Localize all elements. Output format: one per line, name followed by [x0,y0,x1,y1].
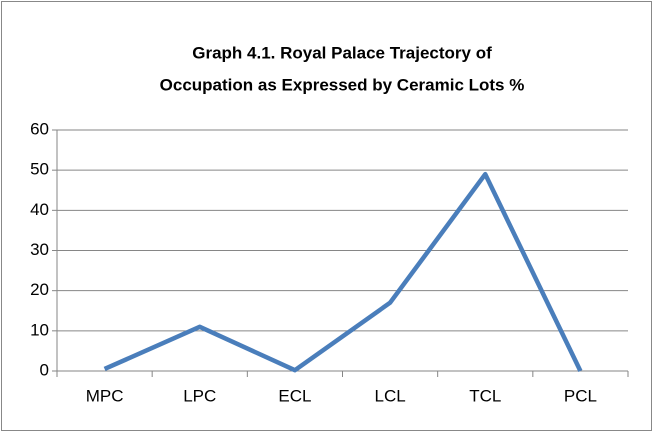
x-tick-label: TCL [469,386,501,405]
y-tick-label: 0 [40,360,49,379]
x-tick-label: LCL [374,386,405,405]
y-tick-label: 40 [30,200,49,219]
y-tick-label: 10 [30,320,49,339]
x-tick-label: LPC [183,386,216,405]
x-tick-label: MPC [86,386,124,405]
chart-title: Occupation as Expressed by Ceramic Lots … [160,75,525,94]
data-line [103,171,583,373]
y-tick-label: 30 [30,240,49,259]
chart-title: Graph 4.1. Royal Palace Trajectory of [192,43,492,62]
x-tick-label: PCL [564,386,597,405]
y-tick-label: 60 [30,119,49,138]
y-tick-label: 20 [30,280,49,299]
y-tick-label: 50 [30,160,49,179]
x-tick-label: ECL [278,386,311,405]
